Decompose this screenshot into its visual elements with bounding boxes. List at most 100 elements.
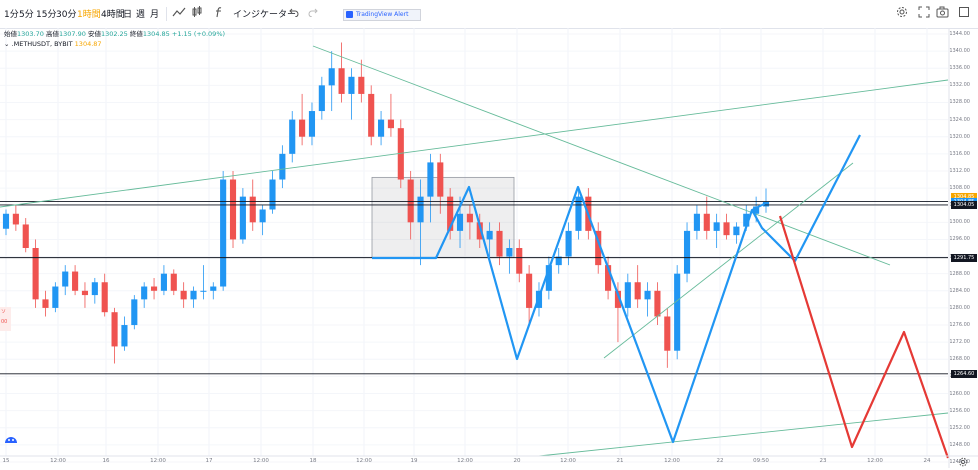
time-axis-label: 22 bbox=[716, 458, 724, 464]
price-chart[interactable] bbox=[0, 28, 978, 468]
tradingview-logo-icon[interactable] bbox=[4, 434, 18, 444]
close-value: 1304.85 bbox=[142, 30, 170, 38]
candle-body bbox=[279, 153, 286, 180]
price-tag: 1291.75 bbox=[951, 253, 977, 262]
candle-body bbox=[358, 76, 365, 94]
candle-body bbox=[101, 282, 108, 313]
price-axis-label: 1340.00 bbox=[949, 48, 970, 55]
left-side-tag[interactable]: ソ 00 bbox=[0, 307, 11, 331]
timeframe-1h[interactable]: 1時間 bbox=[77, 10, 101, 20]
candle-body bbox=[486, 230, 493, 240]
timeframe-week[interactable]: 週 bbox=[136, 10, 146, 20]
timeframe-5m[interactable]: 5分 bbox=[19, 10, 34, 20]
fullscreen-icon[interactable] bbox=[918, 6, 930, 21]
time-axis-label: 19 bbox=[410, 458, 418, 464]
candle-body bbox=[526, 273, 533, 308]
candle-body bbox=[111, 312, 118, 347]
time-axis-label: 17 bbox=[205, 458, 213, 464]
time-axis-label: 20 bbox=[513, 458, 521, 464]
candle-body bbox=[476, 222, 483, 240]
candle-body bbox=[723, 222, 730, 236]
timeframe-month[interactable]: 月 bbox=[150, 10, 160, 20]
open-value: 1303.70 bbox=[17, 30, 44, 38]
price-tag: 1264.60 bbox=[951, 369, 977, 378]
timeframe-15m[interactable]: 15分 bbox=[36, 10, 57, 20]
candle-body bbox=[654, 290, 661, 317]
candle-body bbox=[150, 286, 158, 291]
price-axis-label: 1272.00 bbox=[949, 339, 970, 346]
candle-body bbox=[595, 230, 602, 266]
price-tag: 1304.85 bbox=[951, 193, 977, 202]
price-axis-label: 1336.00 bbox=[949, 65, 970, 72]
symbol-price: 1304.87 bbox=[74, 40, 102, 48]
candle-body bbox=[348, 76, 355, 94]
time-axis-label: 21 bbox=[616, 458, 624, 464]
timeframe-1m[interactable]: 1分 bbox=[4, 10, 19, 20]
candle-body bbox=[12, 213, 19, 225]
indicators-button[interactable]: インジケーター bbox=[233, 10, 297, 20]
undo-icon[interactable] bbox=[289, 6, 299, 20]
candle-body bbox=[121, 325, 128, 347]
price-axis-label: 1344.00 bbox=[949, 31, 970, 37]
left-tag-line-2: 00 bbox=[1, 319, 8, 325]
candle-body bbox=[624, 282, 631, 308]
price-axis-label: 1328.00 bbox=[949, 99, 970, 106]
candle-icon[interactable] bbox=[191, 6, 203, 21]
line-chart-icon[interactable] bbox=[172, 6, 186, 21]
candle-body bbox=[220, 179, 227, 287]
trendline bbox=[603, 162, 854, 359]
candle-body bbox=[180, 290, 187, 300]
candle-body bbox=[299, 119, 306, 137]
timeframe-4h[interactable]: 4時間 bbox=[101, 10, 125, 20]
high-label: 高値 bbox=[45, 30, 59, 38]
symbol-name: .METHUSDT, BYBIT bbox=[11, 40, 73, 48]
time-axis-label: 12:00 bbox=[867, 458, 883, 464]
price-axis-label: 1300.00 bbox=[949, 219, 970, 226]
time-axis-label: 23 bbox=[819, 458, 827, 464]
camera-icon[interactable] bbox=[936, 6, 949, 21]
projection-path-blue bbox=[372, 134, 861, 444]
price-axis-label: 1320.00 bbox=[949, 133, 970, 140]
toolbar-divider bbox=[166, 7, 167, 21]
time-axis-label: 18 bbox=[309, 458, 317, 464]
candle-body bbox=[545, 265, 552, 291]
redo-icon[interactable] bbox=[308, 6, 318, 20]
time-axis-label: 12:00 bbox=[50, 458, 66, 464]
candle-body bbox=[62, 271, 69, 287]
alert-tag[interactable]: TradingView Alert bbox=[343, 9, 421, 21]
trendline bbox=[312, 45, 891, 266]
candle-body bbox=[289, 119, 296, 154]
price-axis-label: 1252.00 bbox=[949, 424, 970, 431]
candle-body bbox=[693, 213, 700, 231]
candle-body bbox=[72, 271, 79, 291]
timeframe-day[interactable]: 日 bbox=[123, 10, 133, 20]
settings-icon[interactable] bbox=[896, 6, 908, 21]
change-value: +1.15 (+0.09%) bbox=[171, 30, 226, 38]
candle-body bbox=[456, 213, 464, 231]
candle-body bbox=[397, 128, 404, 180]
candle-body bbox=[506, 248, 513, 257]
fx-icon[interactable] bbox=[213, 6, 225, 22]
price-axis-label: 1288.00 bbox=[949, 270, 970, 277]
time-axis-label: 12:00 bbox=[664, 458, 680, 464]
candle-body bbox=[160, 273, 167, 291]
candle-body bbox=[81, 290, 89, 296]
candle-body bbox=[555, 256, 562, 266]
candle-body bbox=[239, 196, 246, 240]
time-axis-label: 12:00 bbox=[150, 458, 166, 464]
time-axis-label: 12:00 bbox=[560, 458, 576, 464]
timeframe-30m[interactable]: 30分 bbox=[56, 10, 77, 20]
candle-body bbox=[269, 179, 276, 210]
candle-body bbox=[447, 196, 454, 231]
axis-settings-icon[interactable] bbox=[958, 457, 968, 470]
candle-body bbox=[674, 273, 681, 351]
candle-body bbox=[614, 290, 622, 308]
price-axis-label: 1296.00 bbox=[949, 236, 970, 243]
maximize-icon[interactable] bbox=[958, 6, 970, 21]
candle-body bbox=[407, 179, 414, 223]
alert-tag-label: TradingView Alert bbox=[356, 11, 409, 18]
price-axis-label: 1316.00 bbox=[949, 150, 970, 157]
candle-body bbox=[565, 230, 572, 257]
collapse-icon[interactable]: ⌄ bbox=[4, 40, 10, 48]
trendline bbox=[0, 79, 949, 208]
